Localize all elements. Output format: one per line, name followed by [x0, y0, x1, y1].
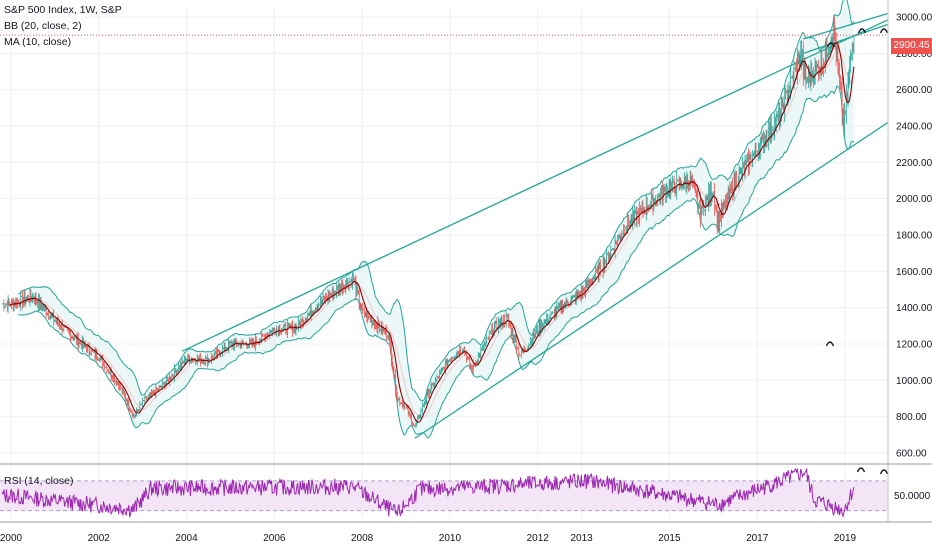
arc-marker [879, 469, 889, 475]
x-tick-label: 2019 [834, 533, 857, 544]
y-tick-label: 1200.00 [896, 339, 932, 350]
y-tick-label: 3000.00 [896, 13, 932, 24]
bb-legend: BB (20, close, 2) [4, 20, 82, 32]
arc-marker [857, 28, 867, 34]
rsi-line [1, 467, 855, 519]
ma-line [9, 42, 855, 423]
upper-trendline [181, 19, 889, 352]
y-tick-label: 1000.00 [896, 376, 932, 387]
rsi-legend: RSI (14, close) [4, 475, 74, 487]
y-tick-label: 2400.00 [896, 122, 932, 133]
x-tick-label: 2012 [527, 533, 550, 544]
y-tick-label: 1600.00 [896, 267, 932, 278]
x-tick-label: 2004 [175, 533, 198, 544]
arc-marker [856, 467, 866, 473]
y-tick-label: 1400.00 [896, 303, 932, 314]
x-tick-label: 2006 [263, 533, 286, 544]
y-tick-label: 600.00 [896, 448, 927, 459]
y-tick-label: 2000.00 [896, 194, 932, 205]
arc-marker [879, 28, 889, 34]
arc-marker [825, 341, 835, 347]
y-tick-label: 2800.00 [896, 49, 932, 60]
bb-lower-band [18, 84, 855, 439]
current-price-tag: 2900.45 [891, 38, 932, 54]
x-tick-label: 2002 [88, 533, 111, 544]
x-tick-label: 2017 [746, 533, 769, 544]
channel-upper-line [803, 12, 889, 40]
x-tick-label: 2015 [658, 533, 681, 544]
y-tick-label: 800.00 [896, 412, 927, 423]
x-tick-label: 2008 [351, 533, 374, 544]
y-tick-label: 1800.00 [896, 231, 932, 242]
x-tick-label: 2010 [439, 533, 462, 544]
rsi-tick-label: 50.0000 [894, 491, 931, 502]
x-tick-label: 2000 [0, 533, 23, 544]
channel-lower-line [803, 23, 889, 55]
chart-title: S&P 500 Index, 1W, S&P [4, 4, 122, 16]
ma-legend: MA (10, close) [4, 36, 72, 48]
y-tick-label: 2600.00 [896, 85, 932, 96]
bb-upper-band [18, 0, 855, 402]
lower-trendline [414, 121, 889, 439]
x-tick-label: 2013 [570, 533, 593, 544]
y-tick-label: 2200.00 [896, 158, 932, 169]
arc-marker [826, 42, 836, 48]
